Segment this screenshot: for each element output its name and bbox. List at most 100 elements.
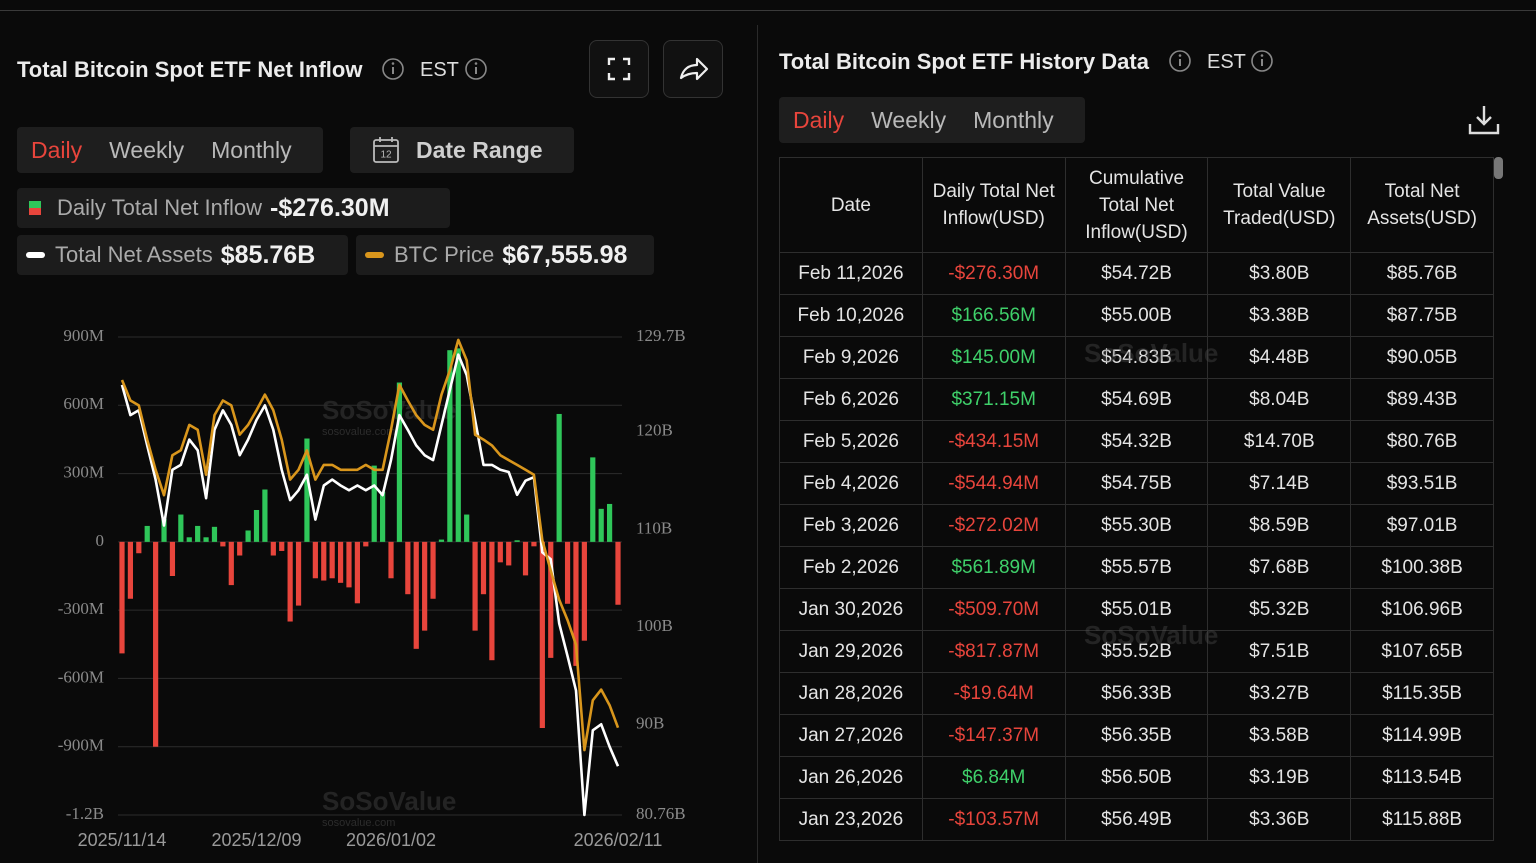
bar [245, 530, 251, 542]
bar [531, 541, 537, 547]
bar [472, 541, 478, 631]
tab[interactable]: Monthly [211, 136, 292, 163]
table-row: Feb 6,2026 $371.15M $54.69B $8.04B $89.43B [779, 378, 1494, 421]
bar [464, 514, 470, 542]
bar [220, 541, 226, 547]
divider [757, 25, 758, 863]
bar [304, 438, 310, 542]
table-cell: $7.51B [1207, 630, 1352, 673]
legend-swatch [26, 252, 45, 258]
y2-tick-label: 120B [636, 421, 673, 440]
table-cell: $93.51B [1350, 462, 1494, 505]
y-tick-label: -900M [58, 736, 104, 755]
table-cell: $3.19B [1207, 756, 1352, 799]
table-cell: $55.01B [1064, 588, 1209, 631]
line [120, 338, 620, 752]
watermark: SoSoValue [322, 786, 456, 816]
history-table: Date Daily Total Net Inflow(USD) Cumulativ… [779, 157, 1494, 841]
y-tick-label: -300M [58, 599, 104, 618]
table-cell: -$544.94M [921, 462, 1066, 505]
table-cell: $80.76B [1350, 420, 1494, 463]
table-cell: $14.70B [1207, 420, 1352, 463]
legend-item[interactable]: Total Net Assets $85.76B [17, 235, 348, 275]
panel-title: Total Bitcoin Spot ETF History Data [779, 49, 1149, 74]
column-header: Total Net Assets(USD) [1350, 157, 1494, 253]
tab[interactable]: Daily [31, 136, 83, 163]
table-cell: $145.00M [921, 336, 1066, 379]
info-icon[interactable] [464, 57, 488, 81]
y2-tick-label: 100B [636, 616, 673, 635]
bar [489, 541, 495, 661]
tab[interactable]: Monthly [973, 106, 1054, 133]
info-icon[interactable] [1250, 49, 1274, 73]
y2-tick-label: 110B [636, 518, 672, 537]
legend-item[interactable]: Daily Total Net Inflow -$276.30M [17, 188, 450, 228]
table-cell: Jan 28,2026 [779, 672, 923, 715]
table-row: Jan 23,2026 -$103.57M $56.49B $3.36B $115.88… [779, 798, 1494, 841]
table-cell: $3.58B [1207, 714, 1352, 757]
table-cell: $55.30B [1064, 504, 1209, 547]
x-tick-label: 2025/11/14 [78, 830, 167, 850]
bar [329, 541, 335, 579]
tab[interactable]: Daily [793, 106, 845, 133]
table-row: Jan 27,2026 -$147.37M $56.35B $3.58B $114.99… [779, 714, 1494, 757]
y-tick-label: 300M [63, 462, 104, 481]
table-row: Jan 28,2026 -$19.64M $56.33B $3.27B $115.35B [779, 672, 1494, 715]
bar [388, 541, 394, 579]
share-button[interactable] [663, 40, 723, 98]
x-tick-label: 2025/12/09 [211, 830, 301, 850]
table-row: Feb 10,2026 $166.56M $55.00B $3.38B $87.75B [779, 294, 1494, 337]
fullscreen-button[interactable] [589, 40, 649, 98]
table-cell: $56.49B [1064, 798, 1209, 841]
info-icon[interactable] [381, 57, 405, 81]
table-cell: $54.75B [1064, 462, 1209, 505]
table-cell: $106.96B [1350, 588, 1494, 631]
tab[interactable]: Weekly [871, 106, 947, 133]
table-cell: $89.43B [1350, 378, 1494, 421]
table-container: Date Daily Total Net Inflow(USD) Cumulativ… [779, 157, 1495, 863]
table-cell: $113.54B [1350, 756, 1494, 799]
bar [396, 382, 403, 542]
y-tick-label: 900M [63, 326, 104, 345]
table-cell: $3.27B [1207, 672, 1352, 715]
panel-title: Total Bitcoin Spot ETF Net Inflow [17, 57, 363, 82]
table-cell: $3.80B [1207, 252, 1352, 295]
info-icon[interactable] [1168, 49, 1192, 73]
table-cell: $3.36B [1207, 798, 1352, 841]
top-border [0, 10, 1536, 11]
bar [506, 541, 512, 566]
y-tick-label: 0 [96, 531, 105, 550]
legend-value: $85.76B [220, 240, 316, 269]
tab[interactable]: Weekly [109, 136, 185, 163]
table-cell: $107.65B [1350, 630, 1494, 673]
legend-label: Total Net Assets [55, 242, 213, 267]
bar [228, 541, 234, 586]
watermark: SoSoValue [1084, 338, 1219, 368]
bar [380, 491, 386, 542]
bar [136, 541, 142, 554]
bar [195, 525, 201, 542]
bar [615, 541, 621, 605]
x-tick-label: 2026/02/11 [574, 830, 663, 850]
legend-swatch [365, 252, 384, 258]
table-cell: $8.59B [1207, 504, 1352, 547]
bar [346, 541, 352, 588]
scrollbar[interactable] [1494, 157, 1503, 179]
bar [287, 541, 293, 622]
date-range-button[interactable]: 12 Date Range [350, 127, 574, 173]
table-cell: Jan 27,2026 [779, 714, 923, 757]
table-cell: $5.32B [1207, 588, 1352, 631]
table-cell: -$817.87M [921, 630, 1066, 673]
table-cell: $8.04B [1207, 378, 1352, 421]
table-cell: Feb 4,2026 [779, 462, 923, 505]
bar [606, 503, 613, 542]
y2-tick-label: 80.76B [636, 804, 686, 823]
x-tick-label: 2026/01/02 [346, 830, 436, 850]
table-cell: Jan 23,2026 [779, 798, 923, 841]
download-icon[interactable] [1466, 102, 1502, 138]
bar [564, 541, 571, 604]
column-header: Cumulative Total Net Inflow(USD) [1064, 157, 1209, 253]
legend-item[interactable]: BTC Price $67,555.98 [356, 235, 654, 275]
bar [480, 541, 487, 595]
table-cell: $3.38B [1207, 294, 1352, 337]
